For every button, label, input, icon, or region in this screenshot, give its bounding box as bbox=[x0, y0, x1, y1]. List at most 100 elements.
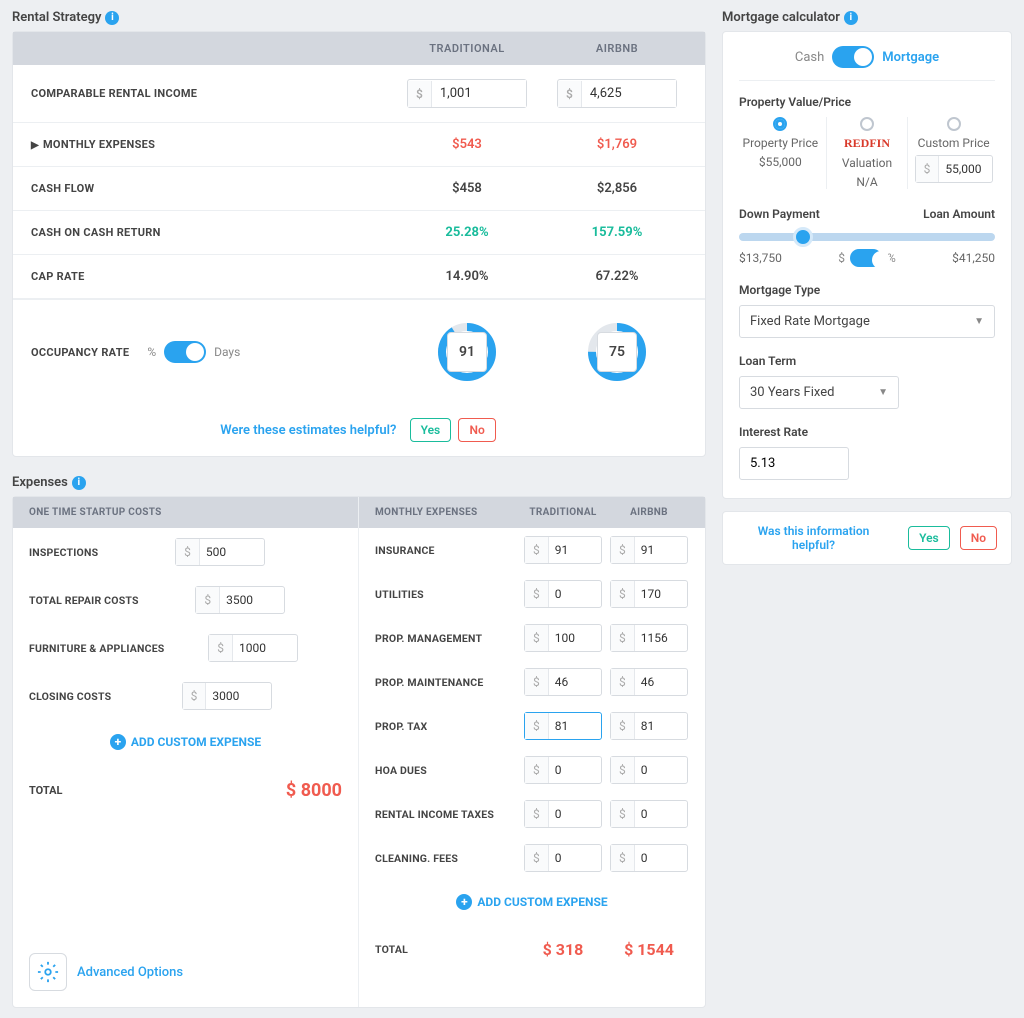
startup-label: TOTAL REPAIR COSTS bbox=[29, 594, 139, 607]
monthly-trad-field[interactable] bbox=[549, 582, 601, 606]
startup-field[interactable] bbox=[200, 540, 264, 564]
monthly-trad-field[interactable] bbox=[549, 714, 601, 738]
monthly-airbnb-input[interactable]: $ bbox=[610, 800, 688, 828]
monthly-trad-field[interactable] bbox=[549, 538, 601, 562]
pv-redfin[interactable]: REDFIN Valuation N/A bbox=[826, 117, 909, 189]
no-button[interactable]: No bbox=[458, 418, 495, 442]
monthly-airbnb-field[interactable] bbox=[635, 714, 687, 738]
monthly-trad-field[interactable] bbox=[549, 670, 601, 694]
pv-property-price[interactable]: Property Price $55,000 bbox=[739, 117, 822, 189]
yes-button[interactable]: Yes bbox=[410, 418, 452, 442]
monthly-trad-input[interactable]: $ bbox=[524, 536, 602, 564]
toggle-icon[interactable] bbox=[850, 249, 882, 267]
monthly-trad-input[interactable]: $ bbox=[524, 712, 602, 740]
income-trad-field[interactable] bbox=[432, 80, 526, 107]
monthly-airbnb-field[interactable] bbox=[635, 846, 687, 870]
dollar-icon: $ bbox=[611, 757, 635, 783]
monthly-trad-field[interactable] bbox=[549, 802, 601, 826]
monthly-airbnb-input[interactable]: $ bbox=[610, 536, 688, 564]
dollar-icon: $ bbox=[611, 625, 635, 651]
cash-mortgage-toggle[interactable]: Cash Mortgage bbox=[739, 46, 995, 81]
income-airbnb-field[interactable] bbox=[582, 80, 676, 107]
toggle-icon[interactable] bbox=[832, 46, 874, 68]
interest-rate-input[interactable] bbox=[739, 447, 849, 480]
monthly-airbnb-field[interactable] bbox=[635, 758, 687, 782]
custom-price-input[interactable]: $ bbox=[915, 155, 993, 183]
info-icon[interactable]: i bbox=[844, 11, 858, 25]
rental-strategy-title: Rental Strategy i bbox=[12, 10, 706, 25]
dollar-icon: $ bbox=[525, 801, 549, 827]
startup-field[interactable] bbox=[206, 684, 270, 708]
monthly-trad-input[interactable]: $ bbox=[524, 756, 602, 784]
monthly-airbnb-input[interactable]: $ bbox=[610, 712, 688, 740]
monthly-airbnb-field[interactable] bbox=[635, 802, 687, 826]
monthly-airbnb-field[interactable] bbox=[635, 538, 687, 562]
monthly-trad-input[interactable]: $ bbox=[524, 624, 602, 652]
slider-thumb[interactable] bbox=[793, 227, 813, 247]
occ-airbnb-value[interactable]: 75 bbox=[597, 332, 637, 372]
dp-slider[interactable] bbox=[739, 233, 995, 241]
monthly-airbnb-input[interactable]: $ bbox=[610, 624, 688, 652]
monthly-trad-input[interactable]: $ bbox=[524, 580, 602, 608]
monthly-trad-field[interactable] bbox=[549, 626, 601, 650]
monthly-row: PROP. MAINTENANCE $ $ bbox=[359, 660, 705, 704]
occ-trad-value[interactable]: 91 bbox=[447, 332, 487, 372]
add-monthly-expense[interactable]: +ADD CUSTOM EXPENSE bbox=[359, 880, 705, 924]
col-traditional: TRADITIONAL bbox=[387, 42, 547, 55]
pv-custom[interactable]: Custom Price $ bbox=[912, 117, 995, 189]
loan-term-label: Loan Term bbox=[739, 354, 995, 368]
mortgage-type-select[interactable]: Fixed Rate Mortgage ▼ bbox=[739, 305, 995, 338]
add-startup-expense[interactable]: +ADD CUSTOM EXPENSE bbox=[13, 720, 358, 764]
startup-label: INSPECTIONS bbox=[29, 546, 98, 559]
monthly-trad-field[interactable] bbox=[549, 758, 601, 782]
startup-input[interactable]: $ bbox=[208, 634, 298, 662]
monthly-total-label: TOTAL bbox=[375, 943, 517, 956]
income-airbnb-input[interactable]: $ bbox=[557, 79, 677, 108]
startup-input[interactable]: $ bbox=[195, 586, 285, 614]
startup-field[interactable] bbox=[233, 636, 297, 660]
monthly-trad-input[interactable]: $ bbox=[524, 844, 602, 872]
advanced-options[interactable]: Advanced Options bbox=[13, 937, 358, 1007]
custom-price-field[interactable] bbox=[939, 157, 991, 181]
monthly-trad-input[interactable]: $ bbox=[524, 668, 602, 696]
radio-icon[interactable] bbox=[773, 117, 787, 131]
monthly-airbnb-field[interactable] bbox=[635, 626, 687, 650]
occ-donut-trad[interactable]: 91 bbox=[437, 322, 497, 382]
monthly-airbnb-field[interactable] bbox=[635, 670, 687, 694]
info-icon[interactable]: i bbox=[72, 476, 86, 490]
redfin-logo: REDFIN bbox=[844, 136, 890, 151]
unit-toggle[interactable]: $ % bbox=[838, 249, 896, 267]
startup-row: TOTAL REPAIR COSTS $ bbox=[13, 576, 358, 624]
monthly-airbnb-input[interactable]: $ bbox=[610, 668, 688, 696]
occ-donut-airbnb[interactable]: 75 bbox=[587, 322, 647, 382]
occ-unit-toggle[interactable]: % Days bbox=[147, 341, 240, 363]
dollar-icon: $ bbox=[525, 581, 549, 607]
monthly-airbnb-field[interactable] bbox=[635, 582, 687, 606]
loan-term-select[interactable]: 30 Years Fixed ▼ bbox=[739, 376, 899, 409]
monthly-trad-input[interactable]: $ bbox=[524, 800, 602, 828]
monthly-airbnb-input[interactable]: $ bbox=[610, 756, 688, 784]
monthly-row: PROP. TAX $ $ bbox=[359, 704, 705, 748]
startup-input[interactable]: $ bbox=[182, 682, 272, 710]
gear-icon bbox=[29, 953, 67, 991]
dollar-icon: $ bbox=[183, 683, 207, 709]
monthly-airbnb-input[interactable]: $ bbox=[610, 844, 688, 872]
info-icon[interactable]: i bbox=[105, 11, 119, 25]
startup-field[interactable] bbox=[220, 588, 284, 612]
helpful-estimates: Were these estimates helpful? Yes No bbox=[13, 404, 705, 456]
expenses-title-text: Expenses bbox=[12, 475, 68, 490]
toggle-icon[interactable] bbox=[164, 341, 206, 363]
col-airbnb: AIRBNB bbox=[547, 42, 687, 55]
monthly-trad-field[interactable] bbox=[549, 846, 601, 870]
plus-icon: + bbox=[456, 894, 472, 910]
cashflow-airbnb: $2,856 bbox=[547, 181, 687, 196]
radio-icon[interactable] bbox=[860, 117, 874, 131]
startup-input[interactable]: $ bbox=[175, 538, 265, 566]
radio-icon[interactable] bbox=[947, 117, 961, 131]
yes-button[interactable]: Yes bbox=[908, 526, 950, 550]
dollar-icon: $ bbox=[611, 669, 635, 695]
monthly-airbnb-input[interactable]: $ bbox=[610, 580, 688, 608]
income-trad-input[interactable]: $ bbox=[407, 79, 527, 108]
row-monthly-expenses[interactable]: ▶MONTHLY EXPENSES $543 $1,769 bbox=[13, 123, 705, 167]
no-button[interactable]: No bbox=[960, 526, 997, 550]
